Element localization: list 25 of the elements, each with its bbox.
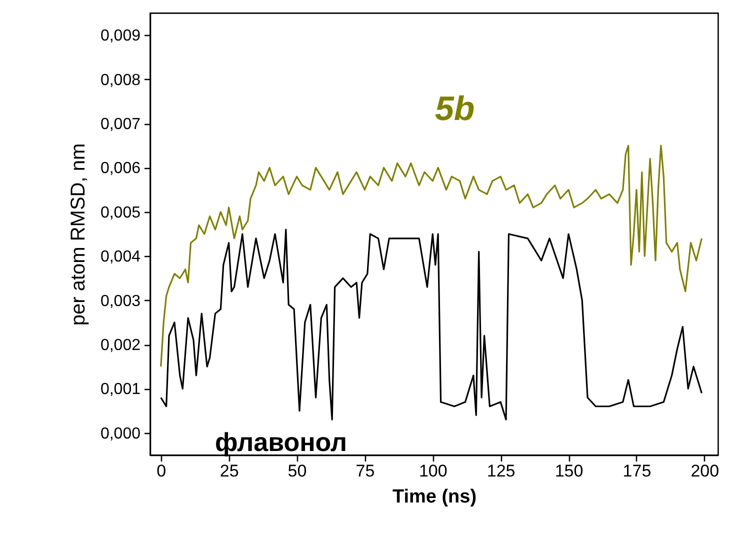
series-label: флавонол — [215, 427, 348, 457]
x-tick-label: 75 — [356, 462, 375, 480]
x-tick-label: 25 — [220, 462, 239, 480]
y-tick-label: 0,008 — [100, 72, 141, 89]
series-label: 5b — [435, 90, 475, 128]
y-tick-label: 0,004 — [100, 248, 141, 266]
y-tick-label: 0,009 — [100, 28, 141, 45]
y-tick-label: 0,001 — [100, 381, 141, 398]
x-tick-label: 200 — [690, 462, 720, 480]
line-series — [160, 228, 702, 420]
y-tick-label: 0,003 — [100, 292, 141, 310]
x-tick-label: 125 — [486, 462, 516, 480]
y-tick-label: 0,002 — [100, 337, 141, 354]
y-tick-label: 0,006 — [100, 160, 141, 178]
x-tick-label: 175 — [622, 462, 652, 480]
y-tick-label: 0,000 — [100, 425, 141, 442]
x-tick-label: 100 — [418, 462, 448, 480]
x-tick-label: 150 — [554, 462, 584, 480]
y-tick-label: 0,007 — [100, 116, 141, 133]
x-axis-title: Time (ns) — [392, 486, 477, 508]
line-series — [160, 144, 702, 368]
y-axis-title: per atom RMSD, nm — [67, 143, 90, 326]
y-tick-label: 0,005 — [100, 204, 141, 222]
x-tick-label: 0 — [156, 462, 166, 480]
x-tick-label: 50 — [288, 462, 307, 480]
